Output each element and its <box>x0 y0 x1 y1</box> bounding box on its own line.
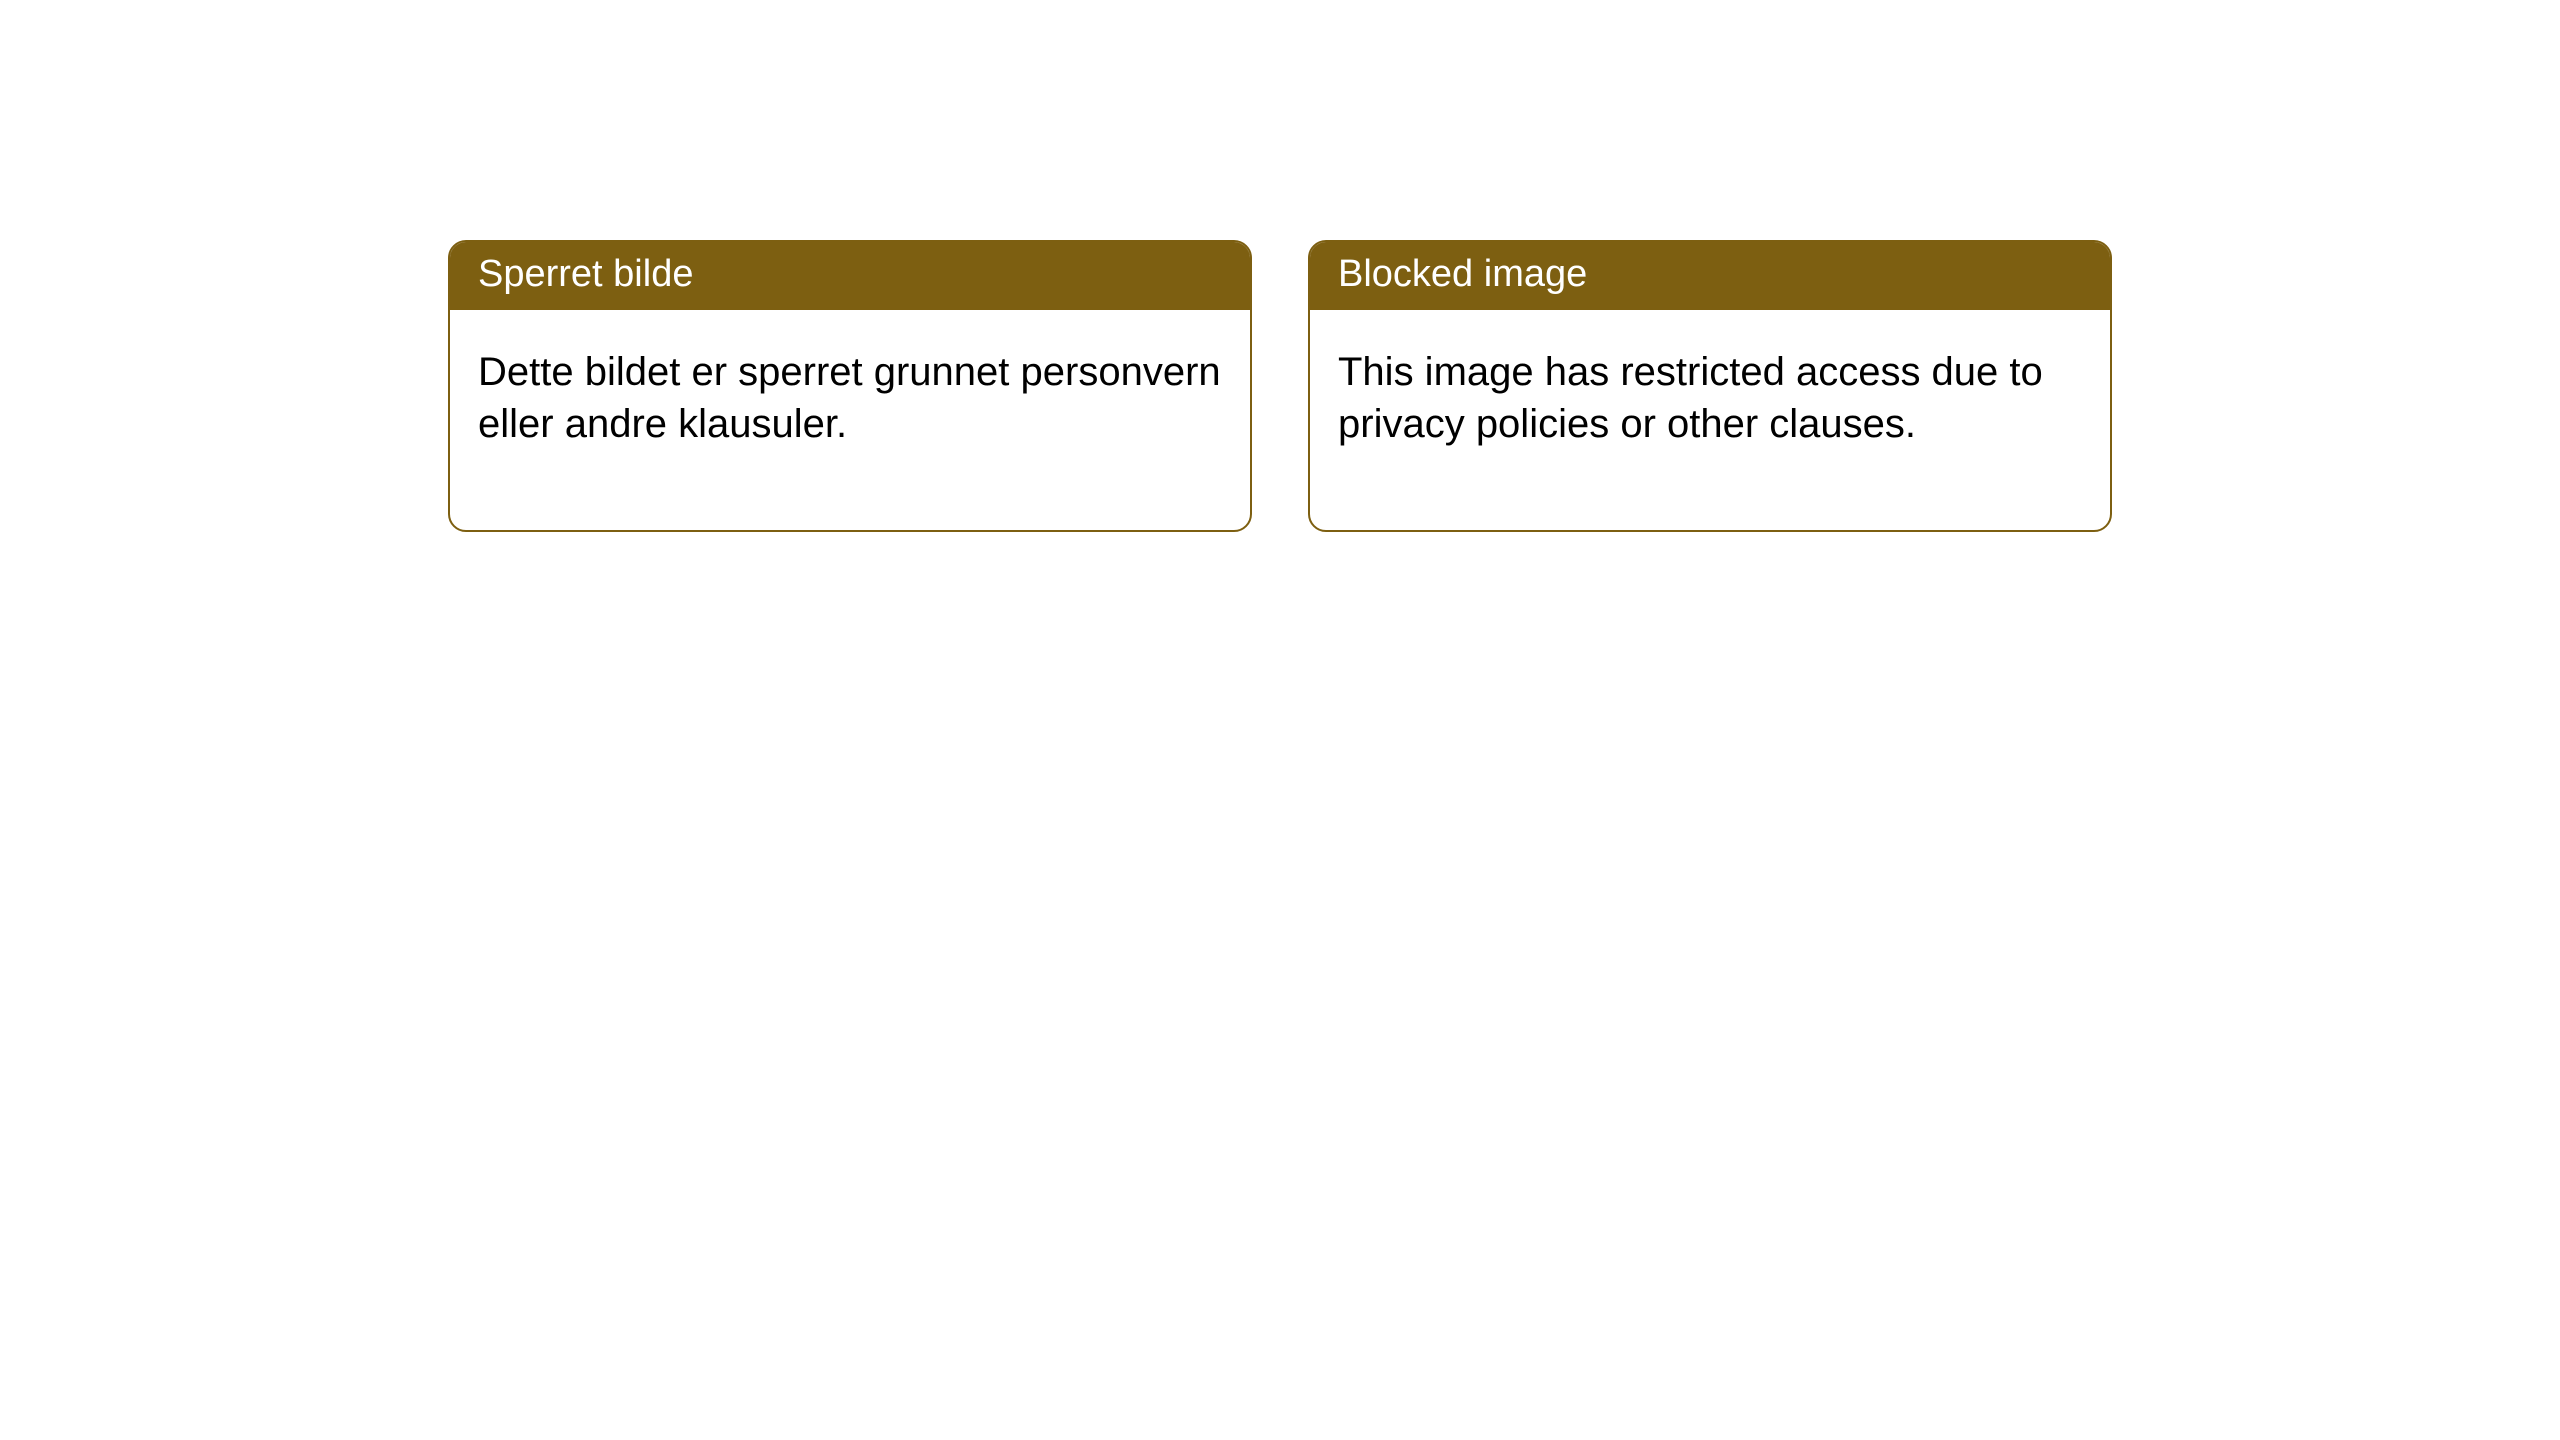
notice-container: Sperret bilde Dette bildet er sperret gr… <box>0 0 2560 532</box>
notice-card-norwegian: Sperret bilde Dette bildet er sperret gr… <box>448 240 1252 532</box>
notice-card-body: Dette bildet er sperret grunnet personve… <box>450 310 1250 530</box>
notice-card-body: This image has restricted access due to … <box>1310 310 2110 530</box>
notice-card-english: Blocked image This image has restricted … <box>1308 240 2112 532</box>
notice-card-title: Sperret bilde <box>450 242 1250 310</box>
notice-card-title: Blocked image <box>1310 242 2110 310</box>
